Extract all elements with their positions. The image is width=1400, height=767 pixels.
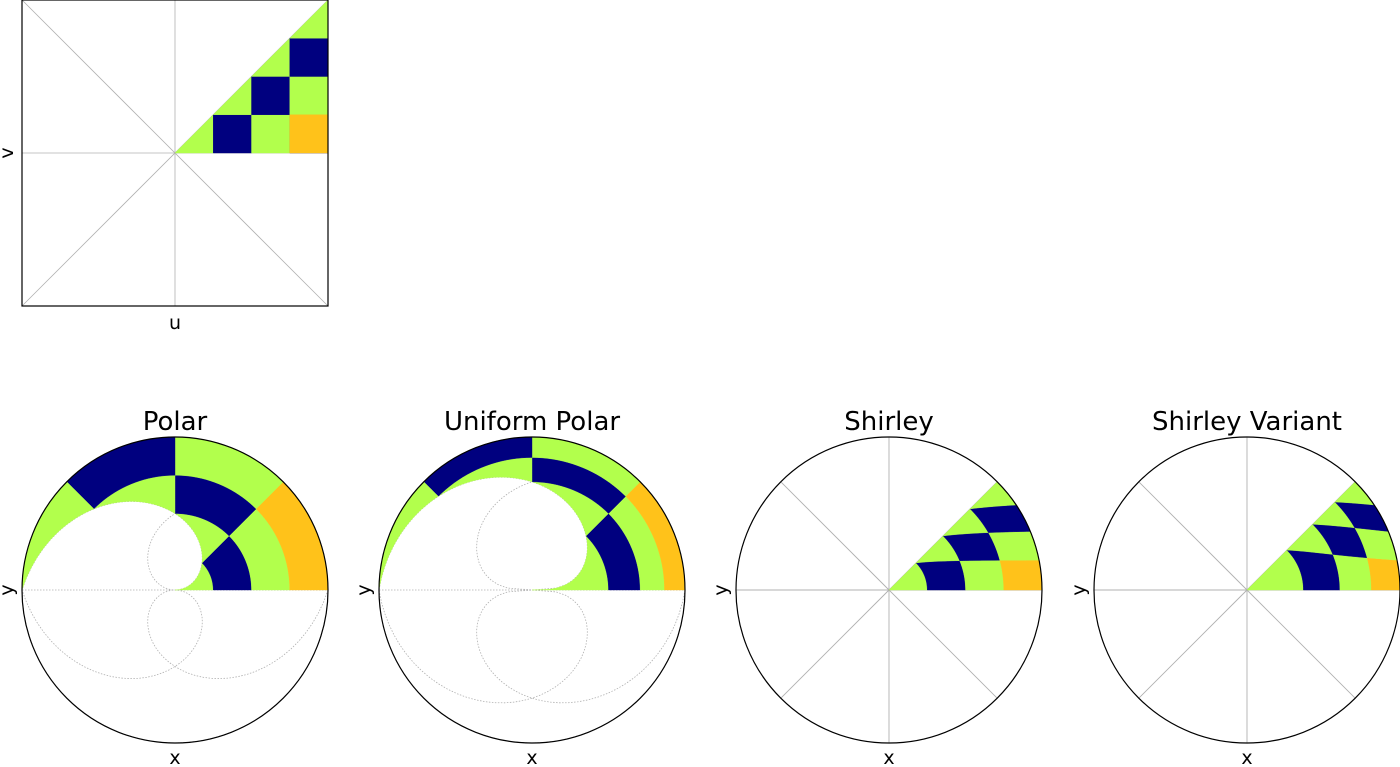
source-cell [212, 76, 252, 115]
polar-xlabel: x [169, 747, 180, 767]
uniform-polar-panel: Uniform Polar x y [353, 407, 686, 767]
shirley-ylabel: y [710, 584, 732, 595]
source-cell [251, 37, 290, 77]
source-ylabel: v [0, 147, 18, 158]
uniform-polar-ylabel: y [353, 584, 375, 595]
shirley-panel: Shirley x y [710, 407, 1043, 767]
source-cell [213, 114, 252, 154]
panel-title-shirley: Shirley [844, 407, 934, 437]
panel-title-shirley-variant: Shirley Variant [1152, 407, 1342, 437]
source-cell [251, 114, 290, 154]
mapped-cell [999, 559, 1043, 591]
shirley-disk-outline [735, 436, 1043, 744]
shirley-xlabel: x [883, 747, 894, 767]
panel-title-polar: Polar [143, 407, 208, 437]
source-cell-highlight [289, 114, 329, 154]
mapped-cell [1334, 481, 1375, 506]
source-frame [21, 0, 329, 307]
mapped-cell [959, 560, 1004, 591]
shirley-variant-disk-outline [1093, 436, 1400, 744]
source-cell [289, 76, 329, 115]
shirley-variant-grid-line [1138, 589, 1248, 699]
source-checkerboard [174, 0, 329, 154]
uniform-polar-xlabel: x [526, 747, 537, 767]
mapped-cell [21, 481, 95, 591]
source-cell [289, 0, 329, 39]
uniform-polar-disk-outline [378, 436, 686, 744]
polar-mapped-cells [21, 436, 329, 591]
source-xlabel: u [169, 312, 181, 334]
uniform-polar-mapped-cells [378, 436, 686, 591]
panel-title-uniform-polar: Uniform Polar [444, 407, 620, 437]
shirley-grid-line [780, 481, 890, 591]
shirley-variant-ylabel: y [1068, 584, 1090, 595]
polar-panel: Polar x y [0, 407, 329, 767]
polar-grid-line [21, 589, 329, 680]
source-cell [174, 114, 214, 154]
shirley-variant-xlabel: x [1241, 747, 1252, 767]
polar-ylabel: y [0, 584, 18, 595]
uniform-polar-grid-line [378, 589, 686, 704]
shirley-grid-line [888, 589, 998, 699]
source-cell [289, 38, 329, 77]
shirley-mapped-cells [888, 481, 1043, 591]
shirley-variant-grid-line [1246, 589, 1356, 699]
source-cell [251, 76, 290, 115]
shirley-variant-mapped-cells [1246, 481, 1400, 591]
source-plot: u v [0, 0, 329, 334]
shirley-variant-panel: Shirley Variant x y [1068, 407, 1400, 767]
mapped-cell [1366, 557, 1400, 591]
shirley-grid-line [780, 589, 890, 699]
mapped-cell [378, 481, 439, 591]
shirley-variant-grid-line [1138, 481, 1248, 591]
polar-disk-outline [21, 436, 329, 744]
